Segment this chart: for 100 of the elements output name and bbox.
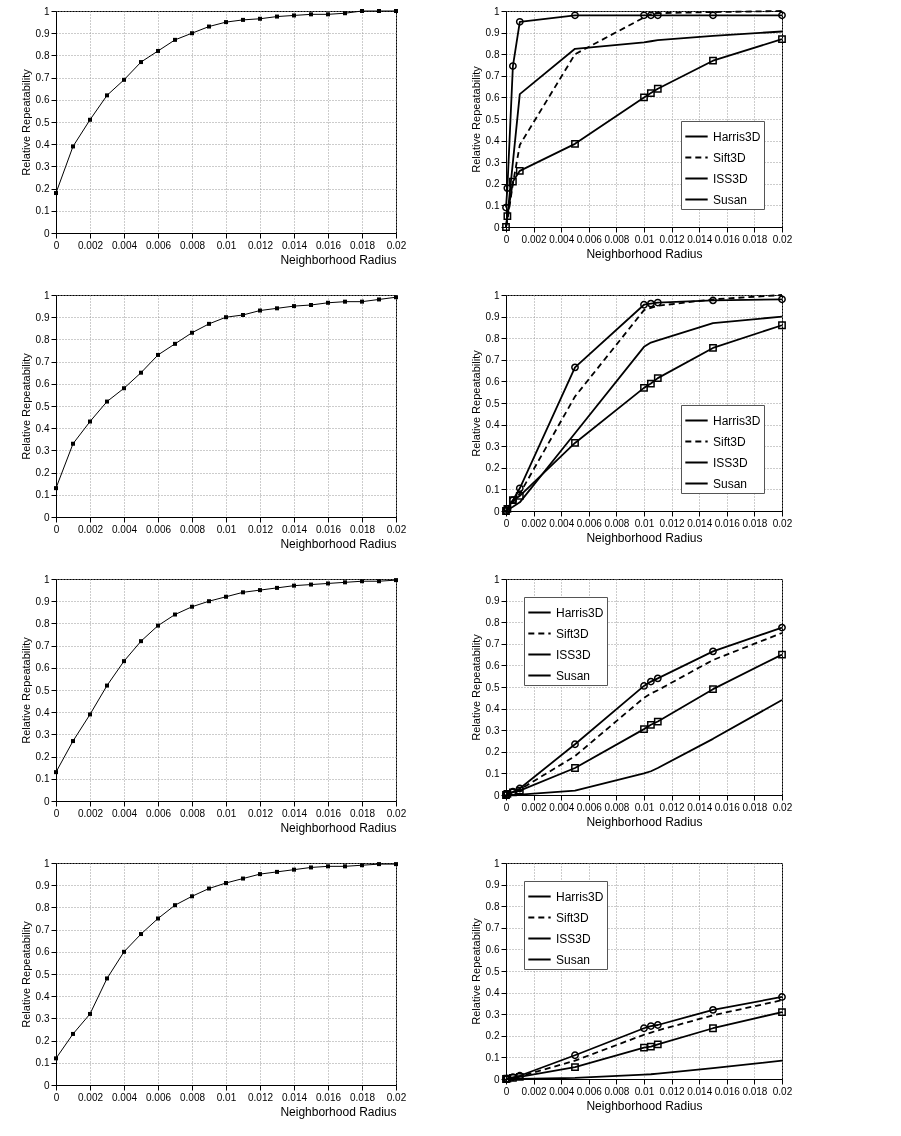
- y-tick-label: 1: [43, 289, 50, 301]
- x-tick-label: 0.018: [742, 517, 768, 529]
- x-tick-label: 0.01: [216, 807, 237, 819]
- y-tick-label: 0.2: [485, 462, 500, 474]
- x-tick-label: 0.018: [742, 1085, 768, 1097]
- y-tick-label: 0.5: [485, 965, 500, 977]
- y-tick-label: 0.6: [35, 378, 50, 390]
- legend-label: Susan: [713, 192, 748, 207]
- y-tick-label: 0.7: [35, 356, 50, 368]
- y-tick-label: 0.3: [485, 440, 500, 452]
- x-tick-label: 0.018: [742, 801, 768, 813]
- x-tick-label: 0.008: [604, 801, 630, 813]
- y-tick-label: 0.8: [485, 900, 500, 912]
- y-tick-label: 0: [493, 221, 500, 233]
- x-axis-title: Neighborhood Radius: [280, 252, 397, 267]
- y-tick-label: 0.7: [485, 354, 500, 366]
- y-tick-label: 0.3: [35, 728, 50, 740]
- y-tick-label: 1: [43, 573, 50, 585]
- x-tick-label: 0: [53, 1091, 60, 1103]
- x-tick-label: 0.01: [634, 801, 655, 813]
- y-tick-label: 0.8: [485, 332, 500, 344]
- x-tick-label: 0.014: [281, 807, 308, 819]
- x-tick-label: 0.016: [315, 239, 342, 251]
- y-tick-label: 0.4: [35, 990, 50, 1002]
- y-tick-label: 0.7: [485, 638, 500, 650]
- y-axis-title: Relative Repeatability: [19, 636, 32, 744]
- x-tick-label: 0.018: [349, 1091, 376, 1103]
- x-tick-label: 0.004: [111, 239, 138, 251]
- x-tick-label: 0.016: [315, 523, 342, 535]
- x-axis-title: Neighborhood Radius: [586, 814, 703, 829]
- y-tick-label: 0.3: [35, 444, 50, 456]
- x-tick-label: 0.018: [349, 523, 376, 535]
- x-tick-label: 0: [503, 517, 510, 529]
- x-tick-label: 0.006: [145, 807, 172, 819]
- y-tick-label: 0.1: [485, 1051, 500, 1063]
- x-tick-label: 0.002: [77, 239, 104, 251]
- y-tick-label: 0.6: [485, 659, 500, 671]
- x-tick-label: 0.008: [179, 807, 206, 819]
- x-tick-label: 0.008: [179, 523, 206, 535]
- legend-label: Sift3D: [556, 910, 590, 925]
- x-tick-label: 0.012: [659, 801, 686, 813]
- legend-label: ISS3D: [556, 647, 592, 662]
- y-tick-label: 0.5: [485, 681, 500, 693]
- legend-label: ISS3D: [713, 171, 749, 186]
- x-tick-label: 0: [53, 523, 60, 535]
- y-tick-label: 0.9: [35, 595, 50, 607]
- y-tick-label: 0.9: [485, 595, 500, 607]
- y-tick-label: 0: [493, 789, 500, 801]
- y-tick-label: 0.4: [35, 706, 50, 718]
- y-tick-label: 0: [493, 505, 500, 517]
- y-tick-label: 0.6: [35, 662, 50, 674]
- x-tick-label: 0.006: [576, 233, 603, 245]
- x-axis-title: Neighborhood Radius: [280, 1104, 397, 1119]
- x-tick-label: 0.01: [634, 233, 655, 245]
- x-tick-label: 0.008: [604, 517, 630, 529]
- y-tick-label: 0.1: [35, 489, 50, 501]
- x-tick-label: 0.006: [145, 523, 172, 535]
- y-tick-label: 0.1: [485, 483, 500, 495]
- x-tick-label: 0.016: [714, 1085, 741, 1097]
- x-tick-label: 0: [53, 239, 60, 251]
- x-tick-label: 0: [503, 233, 510, 245]
- y-tick-label: 0.6: [35, 946, 50, 958]
- y-tick-label: 0.3: [35, 160, 50, 172]
- x-axis-title: Neighborhood Radius: [586, 246, 703, 261]
- y-axis-title: Relative Repeatability: [469, 917, 482, 1025]
- y-tick-label: 0.2: [35, 1035, 50, 1047]
- y-axis-title: Relative Repeatability: [469, 633, 482, 741]
- x-tick-label: 0.02: [772, 233, 793, 245]
- y-tick-label: 0.4: [485, 987, 500, 999]
- x-tick-label: 0.016: [315, 807, 342, 819]
- y-tick-label: 0.9: [35, 27, 50, 39]
- x-tick-label: 0.014: [687, 233, 713, 245]
- y-tick-label: 0.4: [485, 419, 500, 431]
- y-tick-label: 0.1: [35, 205, 50, 217]
- x-tick-label: 0.002: [77, 1091, 104, 1103]
- y-axis-title: Relative Repeatability: [469, 349, 482, 457]
- x-tick-label: 0.02: [386, 807, 407, 819]
- y-tick-label: 0.3: [485, 724, 500, 736]
- legend-label: Susan: [556, 952, 591, 967]
- y-tick-label: 0.6: [485, 943, 500, 955]
- x-tick-label: 0.004: [549, 517, 575, 529]
- y-axis-title: Relative Repeatability: [19, 352, 32, 460]
- x-tick-label: 0.014: [687, 801, 713, 813]
- x-tick-label: 0.01: [216, 523, 237, 535]
- x-tick-label: 0.014: [281, 1091, 308, 1103]
- x-tick-label: 0.02: [772, 517, 793, 529]
- x-tick-label: 0.004: [549, 233, 575, 245]
- x-tick-label: 0.008: [179, 1091, 206, 1103]
- legend-label: ISS3D: [713, 455, 749, 470]
- x-tick-label: 0.008: [604, 233, 630, 245]
- x-tick-label: 0.004: [111, 807, 138, 819]
- y-tick-label: 1: [43, 857, 50, 869]
- x-tick-label: 0: [503, 1085, 510, 1097]
- y-tick-label: 1: [493, 5, 500, 17]
- y-tick-label: 0: [493, 1073, 500, 1085]
- y-tick-label: 0.7: [485, 922, 500, 934]
- x-tick-label: 0.008: [179, 239, 206, 251]
- y-axis-title: Relative Repeatability: [19, 68, 32, 176]
- x-tick-label: 0.012: [247, 239, 274, 251]
- x-tick-label: 0.016: [714, 801, 741, 813]
